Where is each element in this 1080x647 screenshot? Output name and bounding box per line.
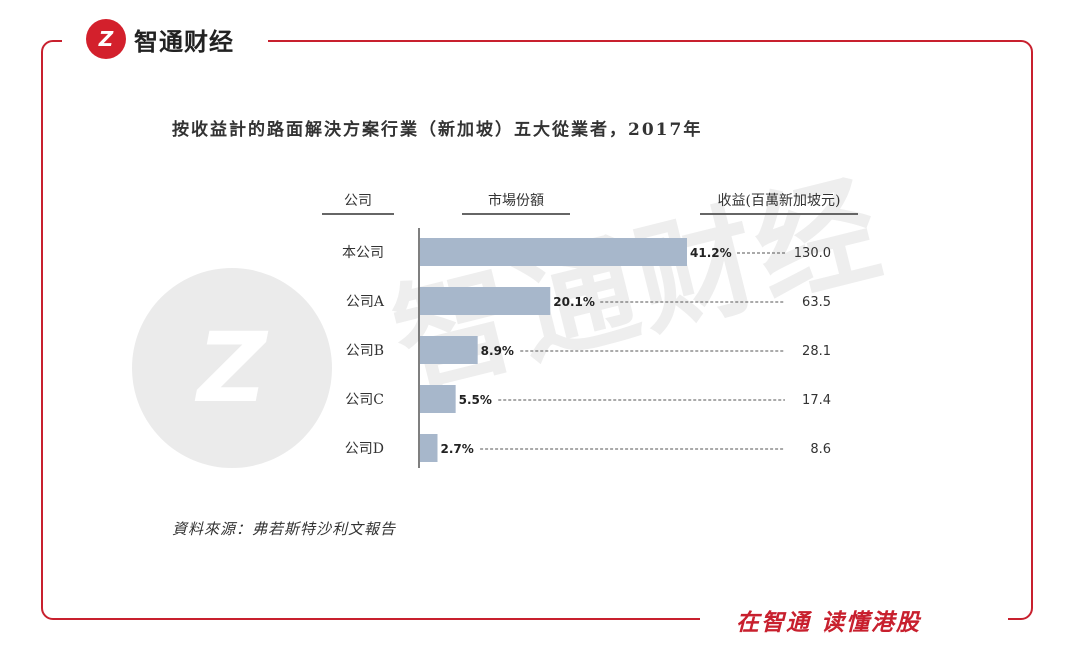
category-label: 公司D bbox=[345, 441, 384, 457]
bar bbox=[420, 287, 551, 315]
revenue-value: 130.0 bbox=[794, 246, 831, 261]
bar bbox=[420, 336, 478, 364]
category-label: 公司A bbox=[346, 294, 385, 310]
watermark-logo-icon: Z bbox=[132, 268, 332, 468]
outer-frame bbox=[41, 40, 1033, 620]
brand-header: Z 智通财经 bbox=[86, 19, 234, 59]
category-label: 公司C bbox=[345, 392, 384, 408]
column-header-revenue: 收益(百萬新加坡元) bbox=[700, 190, 858, 215]
brand-logo-icon: Z bbox=[86, 19, 126, 59]
revenue-value: 8.6 bbox=[810, 442, 831, 457]
column-header-company: 公司 bbox=[322, 190, 394, 215]
revenue-value: 63.5 bbox=[802, 295, 831, 310]
data-label: 5.5% bbox=[459, 393, 492, 407]
chart-title: 按收益計的路面解決方案行業（新加坡）五大從業者，2017年 bbox=[172, 120, 703, 140]
data-label: 20.1% bbox=[553, 295, 595, 309]
bar bbox=[420, 238, 687, 266]
slogan: 在智通 读懂港股 bbox=[736, 610, 922, 636]
data-label: 2.7% bbox=[440, 442, 473, 456]
frame-gap-bottom bbox=[700, 612, 1008, 628]
brand-name: 智通财经 bbox=[134, 27, 234, 56]
data-label: 8.9% bbox=[481, 344, 514, 358]
category-label: 公司B bbox=[346, 343, 384, 359]
data-label: 41.2% bbox=[690, 246, 732, 260]
source-note: 資料來源：弗若斯特沙利文報告 bbox=[172, 520, 397, 538]
column-header-share: 市場份額 bbox=[462, 190, 570, 215]
category-label: 本公司 bbox=[342, 245, 384, 261]
revenue-value: 28.1 bbox=[802, 344, 831, 359]
bar bbox=[420, 434, 438, 462]
bar bbox=[420, 385, 456, 413]
revenue-value: 17.4 bbox=[802, 393, 831, 408]
